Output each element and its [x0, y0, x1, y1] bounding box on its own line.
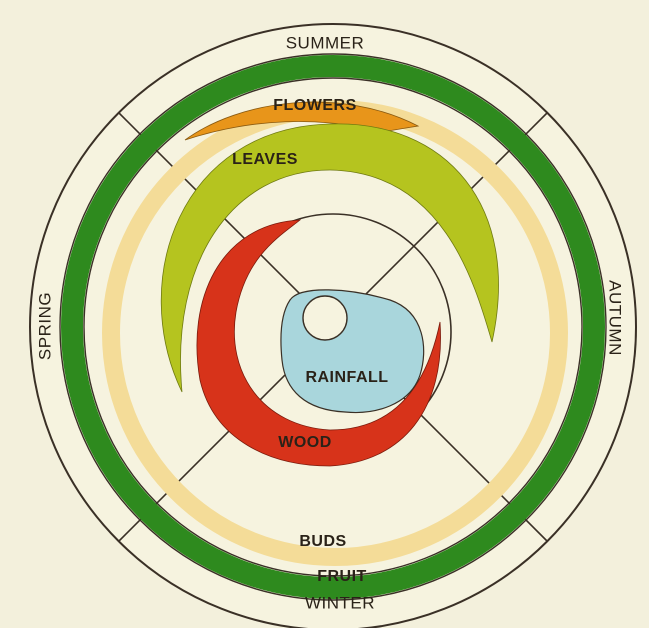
band-label: RAINFALL: [305, 369, 388, 386]
band-label: WOOD: [278, 434, 332, 451]
season-label: SPRING: [35, 292, 54, 360]
wood-band: [196, 219, 441, 467]
flowers-band: [184, 101, 420, 141]
center-hole: [302, 295, 348, 341]
band-label: BUDS: [299, 533, 346, 550]
band-label: FLOWERS: [273, 97, 357, 114]
leaves-band: [160, 123, 499, 393]
ring-edge: [83, 77, 583, 577]
season-label: SUMMER: [286, 33, 365, 52]
band-label: LEAVES: [232, 151, 298, 168]
band-label: FRUIT: [317, 568, 367, 585]
ring-edge: [59, 53, 607, 601]
season-label: WINTER: [305, 593, 375, 612]
season-label: AUTUMN: [606, 280, 625, 356]
fruit-ring: [61, 55, 605, 599]
rainfall-blob: [280, 289, 425, 414]
